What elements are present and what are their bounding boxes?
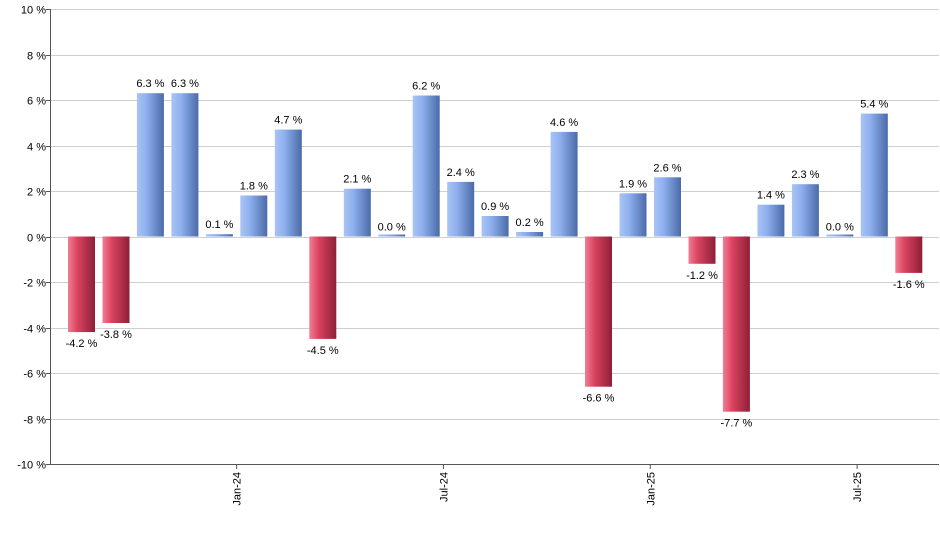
bar [412, 95, 440, 237]
bars [68, 93, 923, 412]
value-label: 6.3 % [136, 78, 164, 90]
value-label: 2.1 % [343, 174, 371, 186]
y-tick-label: 10 % [21, 5, 46, 17]
x-tick-label: Jul-25 [852, 472, 864, 502]
bar [274, 129, 302, 237]
value-label: 0.0 % [378, 222, 406, 234]
bar [722, 236, 750, 412]
value-label: 0.2 % [516, 217, 544, 229]
x-tick-label: Jan-24 [232, 472, 244, 506]
bar [378, 234, 406, 237]
x-tick-label: Jan-25 [645, 472, 657, 506]
y-tick-label: -4 % [23, 324, 46, 336]
value-label: 0.0 % [826, 222, 854, 234]
axes [50, 9, 939, 465]
value-labels: -4.2 %-3.8 % 6.3 % 6.3 % 0.1 % 1.8 % 4.7 % -4.… [66, 78, 925, 430]
value-label: -4.2 % [66, 338, 98, 350]
value-label: 4.6 % [550, 117, 578, 129]
y-tick-label: 0 % [27, 233, 46, 245]
value-label: 5.4 % [860, 99, 888, 111]
value-label: -3.8 % [100, 329, 132, 341]
y-tick-label: 6 % [27, 96, 46, 108]
value-label: 1.9 % [619, 178, 647, 190]
y-tick-label: -6 % [23, 369, 46, 381]
value-label: 2.3 % [791, 169, 819, 181]
bar [791, 184, 819, 237]
y-tick-label: 4 % [27, 142, 46, 154]
bar [826, 234, 854, 237]
y-tick-label: 8 % [27, 51, 46, 63]
value-label: 2.6 % [653, 162, 681, 174]
bar [688, 236, 716, 264]
bar [550, 131, 578, 237]
bar [343, 188, 371, 237]
y-tick-label: -8 % [23, 415, 46, 427]
bar [171, 93, 199, 237]
bar [516, 232, 544, 237]
bar [68, 236, 95, 333]
value-label: 2.4 % [447, 167, 475, 179]
value-label: -1.2 % [686, 270, 718, 282]
x-tick-label: Jul-24 [438, 472, 450, 502]
value-label: 1.4 % [757, 190, 785, 202]
bar [860, 113, 888, 237]
bar [619, 193, 647, 237]
y-tick-label: -2 % [23, 278, 46, 290]
y-tick-label: 2 % [27, 187, 46, 199]
bar [757, 204, 785, 237]
bar [654, 177, 681, 237]
bar [481, 216, 509, 237]
value-label: 4.7 % [274, 115, 302, 127]
value-label: 0.9 % [481, 201, 509, 213]
y-axis-tick-labels: 10 % 8 % 6 % 4 % 2 % 0 % -2 % -4 % -6 % -8 % -10 % [17, 5, 46, 472]
bar [205, 234, 233, 237]
bar [447, 181, 475, 237]
bar [240, 195, 268, 237]
value-label: 6.2 % [412, 81, 440, 93]
value-label: -7.7 % [721, 418, 753, 430]
bar [102, 236, 130, 323]
value-label: -6.6 % [583, 393, 615, 405]
value-label: -1.6 % [893, 279, 925, 291]
x-axis-tick-labels: Jan-24 Jul-24 Jan-25 Jul-25 [232, 464, 864, 506]
value-label: 1.8 % [240, 181, 268, 193]
bar [585, 236, 612, 387]
bar [309, 236, 337, 339]
bar [895, 236, 923, 273]
value-label: 6.3 % [171, 78, 199, 90]
bar [136, 93, 164, 237]
value-label: -4.5 % [307, 345, 339, 357]
value-label: 0.1 % [205, 219, 233, 231]
y-tick-label: -10 % [17, 460, 46, 472]
